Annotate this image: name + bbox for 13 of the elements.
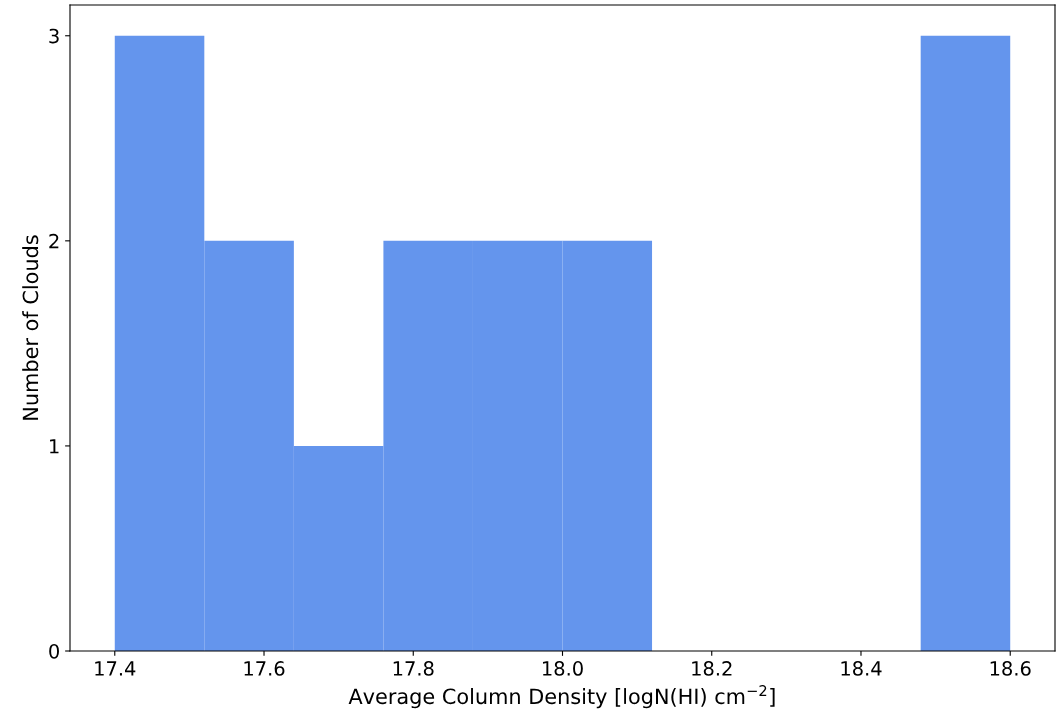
y-tick-label: 3 — [49, 28, 59, 44]
y-tick-label: 0 — [49, 643, 59, 659]
y-tick-label: 1 — [50, 439, 59, 454]
y-axis-title: Number of Clouds — [22, 235, 39, 420]
y-tick-label: 2 — [49, 233, 59, 249]
x-tick-label: 17.4 — [95, 661, 136, 676]
x-tick-label: 18.0 — [542, 661, 583, 676]
x-tick-label: 18.2 — [692, 661, 732, 676]
x-tick-label: 17.6 — [244, 661, 285, 676]
x-tick-label: 18.4 — [841, 661, 882, 676]
x-tick-label: 18.6 — [990, 661, 1031, 676]
x-tick-label: 17.8 — [393, 661, 434, 676]
x-axis-title: Average Column Density [logN(HI) cm$^{−2}$] — [348, 685, 775, 709]
